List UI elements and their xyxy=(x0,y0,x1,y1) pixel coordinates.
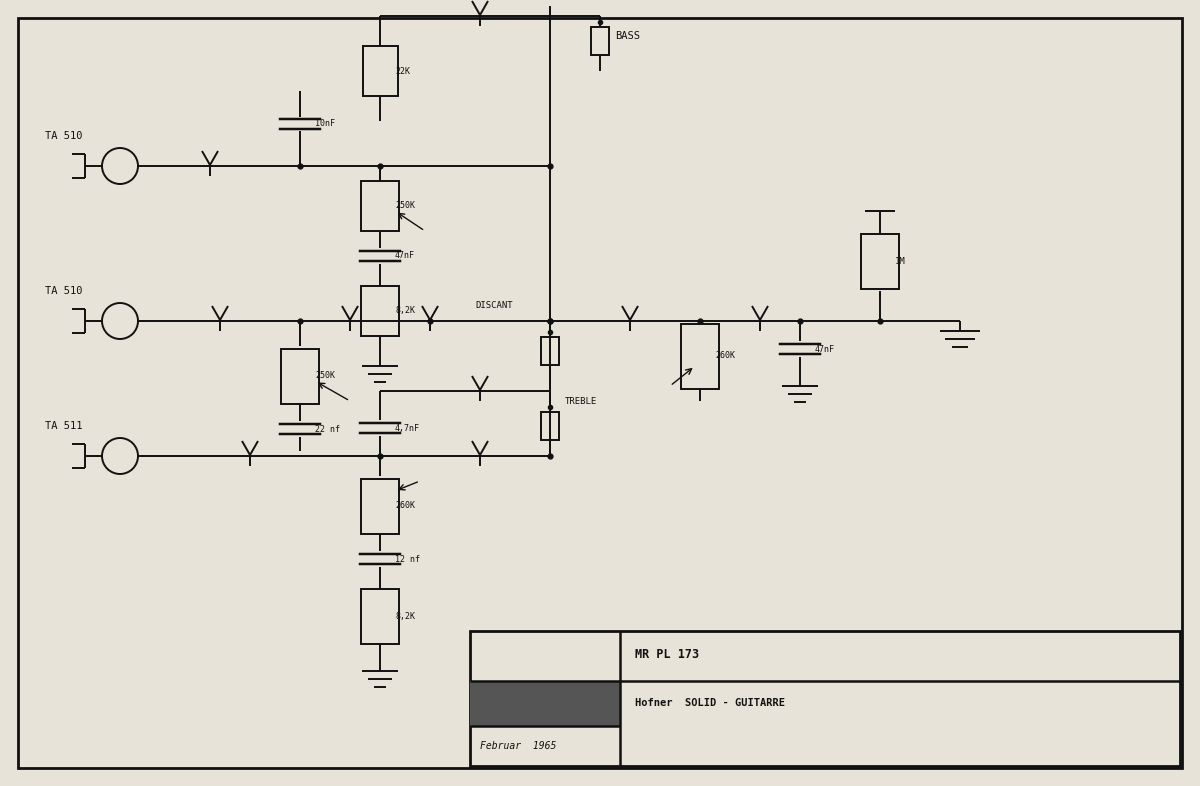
Bar xyxy=(362,46,397,96)
Bar xyxy=(361,589,398,644)
Text: TA 510: TA 510 xyxy=(46,286,83,296)
Bar xyxy=(470,631,1180,766)
Text: MR PL 173: MR PL 173 xyxy=(635,648,700,660)
Bar xyxy=(470,681,620,726)
Text: 10nF: 10nF xyxy=(314,119,335,128)
Bar xyxy=(361,286,398,336)
Text: 250K: 250K xyxy=(314,372,335,380)
Bar xyxy=(361,181,398,231)
Text: Hofner  SOLID - GUITARRE: Hofner SOLID - GUITARRE xyxy=(635,698,785,708)
Text: 8,2K: 8,2K xyxy=(395,612,415,620)
Text: 12 nf: 12 nf xyxy=(395,554,420,564)
Text: 8,2K: 8,2K xyxy=(395,307,415,315)
Bar xyxy=(361,479,398,534)
Text: 22K: 22K xyxy=(395,67,410,75)
Text: Februar  1965: Februar 1965 xyxy=(480,741,557,751)
Bar xyxy=(541,337,559,365)
Text: DISCANT: DISCANT xyxy=(475,302,512,310)
Text: 47nF: 47nF xyxy=(815,344,835,354)
Bar xyxy=(862,233,899,288)
Bar xyxy=(682,324,719,388)
Text: 250K: 250K xyxy=(395,201,415,211)
Text: TREBLE: TREBLE xyxy=(565,396,598,406)
Text: 22 nf: 22 nf xyxy=(314,424,340,434)
Text: TA 511: TA 511 xyxy=(46,421,83,431)
Text: 260K: 260K xyxy=(715,351,734,361)
Text: 4,7nF: 4,7nF xyxy=(395,424,420,432)
Text: BASS: BASS xyxy=(616,31,640,41)
Text: 47nF: 47nF xyxy=(395,252,415,260)
Text: TA 510: TA 510 xyxy=(46,131,83,141)
Bar xyxy=(541,412,559,440)
Text: 1M: 1M xyxy=(895,256,906,266)
Text: 260K: 260K xyxy=(395,501,415,510)
Bar xyxy=(281,348,319,403)
Bar xyxy=(592,27,610,55)
